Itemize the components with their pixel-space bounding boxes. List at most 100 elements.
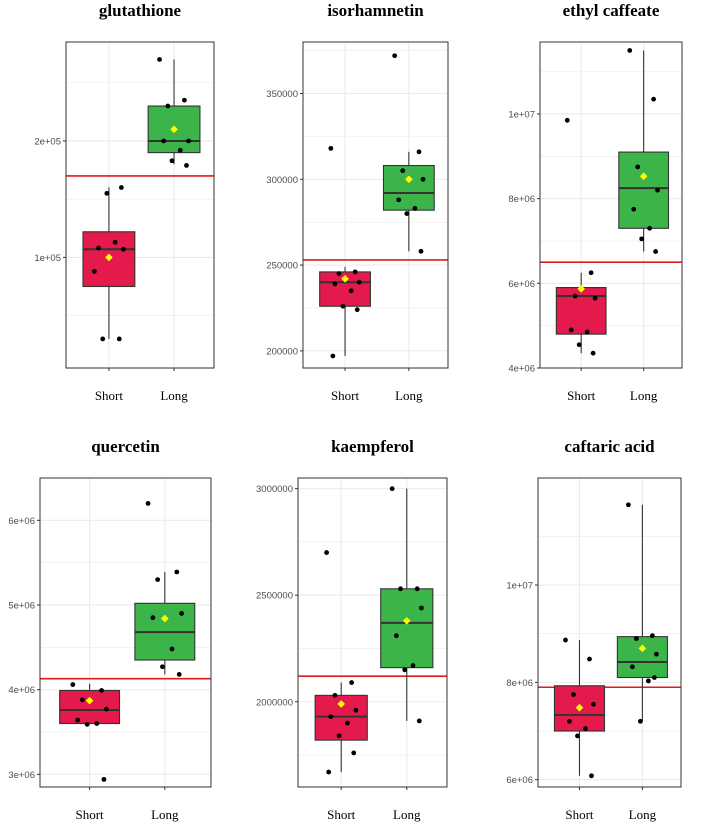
chart-panel-4: 3e+06 4e+06 5e+06 6e+06 Short Long quercetin [8, 437, 212, 822]
data-point [590, 350, 596, 356]
y-tick-label: 6e+06 [508, 279, 535, 290]
x-tick-label: Short [565, 807, 594, 822]
data-point [392, 53, 398, 59]
data-point [349, 680, 355, 685]
data-point [103, 706, 109, 712]
data-point [398, 586, 403, 592]
y-tick-label: 1e+07 [506, 581, 533, 592]
y-tick-label: 3000000 [256, 484, 293, 495]
data-point [174, 569, 180, 575]
data-point [336, 271, 342, 277]
x-tick-label: Long [629, 807, 657, 822]
box-long [147, 57, 201, 168]
x-tick-label: Short [327, 807, 356, 822]
chart-panel-3: 4e+06 6e+06 8e+06 1e+07 Short Long ethyl caffe… [508, 1, 683, 403]
chart-title: quercetin [91, 437, 160, 456]
data-point [70, 682, 76, 687]
box-iqr [555, 287, 607, 335]
box-long [616, 502, 668, 724]
data-point [572, 293, 578, 299]
mean-marker [638, 644, 647, 653]
data-point [118, 185, 124, 190]
chart-panel-2: 200000 250000 300000 350000 Short Long isorham… [266, 1, 449, 403]
y-tick-label: 200000 [266, 346, 298, 357]
data-point [635, 164, 641, 170]
box-iqr [618, 151, 670, 229]
data-point [404, 211, 410, 216]
data-point [328, 145, 334, 151]
data-point [571, 692, 576, 697]
data-point [650, 633, 655, 639]
y-tick-label: 8e+06 [506, 678, 533, 689]
box-long [134, 500, 196, 677]
box-iqr [382, 164, 435, 211]
data-point [418, 605, 424, 611]
y-tick-label: 3e+06 [8, 770, 35, 781]
data-point [96, 245, 101, 251]
data-point [416, 149, 422, 155]
data-point [420, 176, 426, 182]
plot-border [537, 477, 682, 788]
data-point [591, 701, 596, 707]
data-point [625, 502, 631, 508]
chart-panel-1: 1e+05 2e+05 Short Long glutathione [34, 1, 215, 403]
data-point [155, 577, 161, 582]
data-point [645, 678, 651, 684]
data-point [393, 633, 399, 639]
box-short [59, 682, 121, 782]
data-point [161, 138, 167, 144]
data-point [647, 225, 653, 231]
data-point [627, 48, 633, 53]
data-point [348, 288, 354, 294]
data-point [179, 611, 184, 616]
data-point [584, 329, 590, 335]
box-short [553, 637, 606, 779]
data-point [176, 672, 182, 677]
mean-marker [337, 700, 346, 708]
data-point [101, 776, 107, 782]
data-point [352, 269, 358, 275]
x-tick-label: Long [151, 807, 179, 822]
plot-border [39, 477, 212, 788]
data-point [353, 707, 359, 713]
chart-title: ethyl caffeate [563, 1, 660, 20]
data-point [653, 249, 658, 254]
data-point [651, 96, 656, 102]
data-point [184, 163, 189, 168]
mean-marker [575, 703, 584, 712]
data-point [165, 103, 171, 109]
x-tick-label: Short [567, 388, 596, 403]
data-point [389, 486, 395, 492]
data-point [145, 500, 151, 506]
data-point [633, 636, 639, 641]
mean-marker [170, 125, 178, 134]
data-point [588, 270, 594, 276]
y-tick-label: 350000 [266, 89, 298, 100]
plot-border [302, 41, 449, 369]
mean-marker [577, 285, 585, 293]
chart-panel-6: 6e+06 8e+06 1e+07 Short Long caftaric acid [506, 437, 682, 822]
x-tick-label: Long [160, 388, 188, 403]
box-short [555, 117, 607, 356]
data-point [583, 726, 588, 732]
data-point [104, 190, 110, 196]
data-point [414, 586, 420, 592]
y-tick-label: 8e+06 [508, 194, 535, 205]
y-tick-label: 6e+06 [506, 775, 533, 786]
data-point [99, 688, 104, 693]
y-tick-label: 2000000 [256, 697, 293, 708]
data-point [400, 168, 406, 174]
data-point [592, 295, 598, 301]
data-point [186, 138, 191, 144]
data-point [182, 97, 187, 103]
data-point [169, 646, 175, 652]
x-tick-label: Short [76, 807, 105, 822]
data-point [351, 750, 357, 756]
mean-marker [402, 616, 411, 625]
chart-title: kaempferol [331, 437, 414, 456]
x-tick-label: Short [331, 388, 360, 403]
data-point [567, 718, 572, 724]
data-point [587, 656, 592, 662]
data-point [631, 206, 637, 212]
data-point [410, 663, 416, 668]
